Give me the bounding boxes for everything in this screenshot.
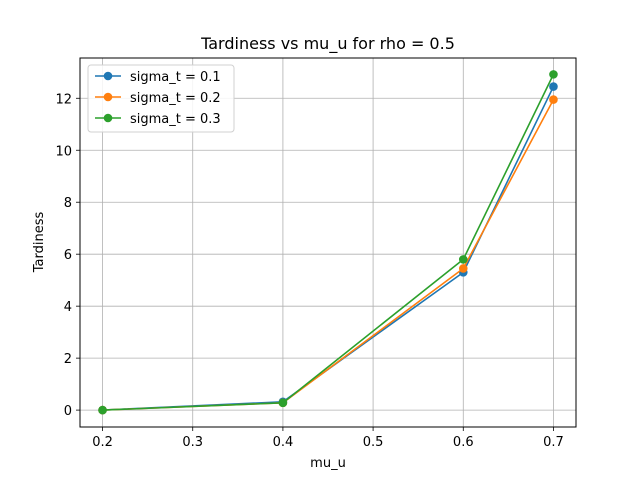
- x-axis-label: mu_u: [310, 456, 346, 471]
- series-line-3: [102, 74, 555, 411]
- y-tick-label: 6: [64, 248, 72, 263]
- x-tick-label: 0.2: [92, 435, 113, 450]
- y-tick-label: 4: [64, 300, 72, 315]
- plot-frame: [79, 57, 577, 428]
- y-tick-label: 8: [64, 196, 72, 211]
- chart-title: Tardiness vs mu_u for rho = 0.5: [200, 34, 455, 54]
- legend-marker: [103, 92, 113, 102]
- legend-marker: [103, 71, 113, 81]
- series-layer: [98, 70, 558, 415]
- y-axis-label: Tardiness: [32, 212, 47, 274]
- axis-ticks: 0.2 0.3 0.4 0.5 0.6 0.7 0 2 4 6 8 10 12: [55, 92, 563, 450]
- data-point: [549, 95, 558, 104]
- data-point: [549, 82, 558, 91]
- x-tick-label: 0.3: [182, 435, 203, 450]
- data-point: [458, 255, 468, 264]
- legend-marker: [103, 113, 113, 123]
- y-tick-label: 10: [55, 144, 72, 159]
- legend-label: sigma_t = 0.1: [130, 70, 221, 85]
- data-point: [278, 398, 288, 408]
- data-point: [458, 264, 468, 273]
- y-tick-label: 2: [64, 352, 72, 367]
- data-point: [549, 70, 558, 79]
- data-point: [98, 405, 107, 415]
- x-tick-label: 0.7: [543, 435, 564, 450]
- y-tick-label: 0: [64, 404, 72, 419]
- legend-label: sigma_t = 0.3: [130, 112, 221, 127]
- series-line-2: [102, 99, 555, 411]
- grid-lines: [80, 58, 576, 427]
- x-tick-label: 0.5: [363, 435, 384, 450]
- legend-box: [87, 64, 235, 133]
- legend-label: sigma_t = 0.2: [130, 91, 221, 106]
- x-tick-label: 0.6: [453, 435, 474, 450]
- series-line-1: [102, 86, 555, 411]
- legend: sigma_t = 0.1 sigma_t = 0.2 sigma_t = 0.3: [87, 64, 235, 133]
- x-tick-label: 0.4: [273, 435, 294, 450]
- y-tick-label: 12: [55, 92, 72, 107]
